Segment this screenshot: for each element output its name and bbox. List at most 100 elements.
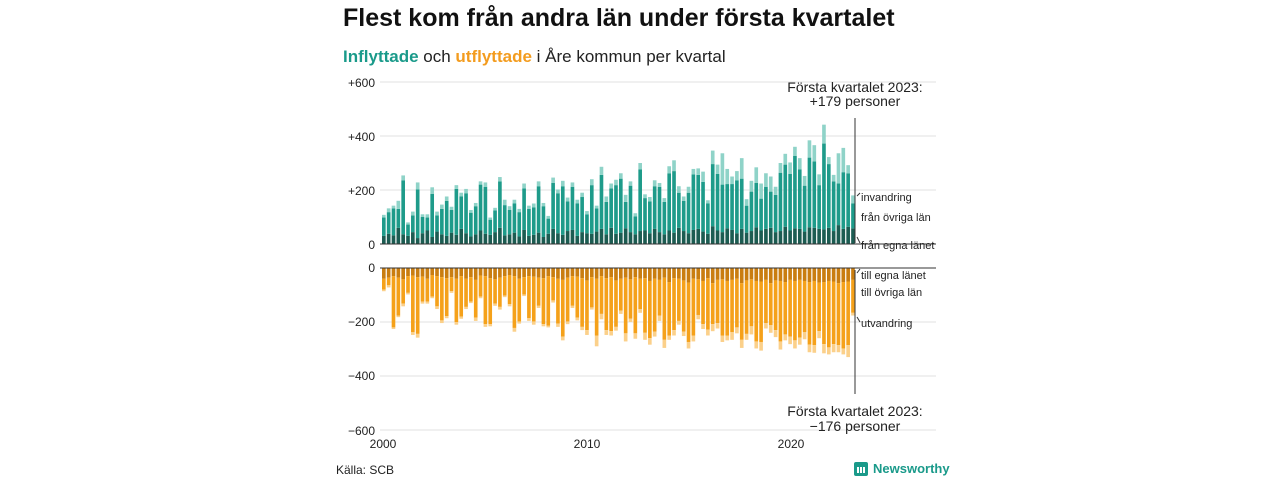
outflow-bar-2-34 bbox=[546, 325, 551, 328]
outflow-bar-2-50 bbox=[623, 333, 628, 342]
inflow-bar-0-93 bbox=[831, 231, 836, 244]
inflow-bar-0-85 bbox=[793, 228, 797, 244]
inflow-bar-1-49 bbox=[619, 178, 623, 233]
outflow-bar-0-21 bbox=[483, 268, 488, 277]
outflow-bar-0-52 bbox=[633, 268, 638, 278]
outflow-bar-1-10 bbox=[430, 275, 435, 297]
outflow-bar-0-76 bbox=[749, 268, 754, 280]
inflow-bar-1-29 bbox=[522, 188, 526, 230]
outflow-bar-0-18 bbox=[469, 268, 473, 278]
outflow-bar-0-83 bbox=[783, 268, 788, 283]
inflow-bar-2-37 bbox=[560, 180, 565, 187]
outflow-bar-1-64 bbox=[691, 278, 696, 336]
outflow-bar-1-65 bbox=[696, 279, 701, 315]
inflow-bar-1-69 bbox=[715, 173, 720, 231]
inflow-bar-1-33 bbox=[541, 206, 546, 237]
outflow-bar-0-70 bbox=[720, 268, 725, 280]
outflow-bar-2-18 bbox=[469, 301, 473, 304]
outflow-bar-1-55 bbox=[648, 280, 652, 339]
inflow-bar-1-44 bbox=[594, 208, 599, 232]
inflow-bar-1-19 bbox=[473, 206, 478, 235]
inflow-bar-0-56 bbox=[652, 228, 657, 244]
inflow-bar-1-54 bbox=[643, 198, 647, 231]
inflow-bar-0-32 bbox=[536, 232, 541, 244]
outflow-bar-2-92 bbox=[826, 347, 831, 355]
outflow-bar-0-22 bbox=[488, 268, 493, 279]
inflow-bar-2-80 bbox=[768, 176, 773, 192]
outflow-bar-2-78 bbox=[759, 341, 763, 351]
outflow-bar-1-97 bbox=[851, 279, 855, 313]
inflow-bar-0-62 bbox=[681, 231, 686, 244]
outflow-bar-0-63 bbox=[686, 268, 691, 283]
outflow-bar-0-32 bbox=[536, 268, 541, 278]
inflow-bar-1-56 bbox=[652, 186, 657, 229]
outflow-bar-1-86 bbox=[797, 279, 802, 338]
outflow-bar-0-81 bbox=[773, 268, 778, 281]
inflow-bar-0-7 bbox=[415, 238, 420, 244]
outflow-bar-1-3 bbox=[396, 277, 401, 316]
inflow-bar-0-64 bbox=[691, 229, 696, 244]
inflow-bar-0-90 bbox=[817, 228, 821, 244]
outflow-bar-2-13 bbox=[444, 316, 449, 319]
inflow-bar-0-16 bbox=[459, 228, 464, 244]
outflow-bar-2-53 bbox=[638, 309, 642, 313]
inflow-bar-2-14 bbox=[449, 206, 454, 210]
inflow-bar-1-18 bbox=[469, 212, 473, 237]
outflow-bar-0-90 bbox=[817, 268, 821, 283]
inflow-bar-2-11 bbox=[435, 211, 439, 216]
inflow-bar-1-70 bbox=[720, 184, 725, 233]
inflow-bar-1-7 bbox=[415, 189, 420, 239]
inflow-bar-1-38 bbox=[565, 201, 570, 232]
inflow-bar-1-87 bbox=[802, 185, 807, 232]
outflow-bar-0-20 bbox=[478, 268, 483, 276]
inflow-bar-2-21 bbox=[483, 182, 488, 187]
inflow-bar-0-17 bbox=[464, 233, 468, 244]
outflow-bar-0-65 bbox=[696, 268, 701, 280]
outflow-bar-2-91 bbox=[822, 344, 826, 354]
outflow-bar-2-26 bbox=[507, 304, 512, 307]
outflow-bar-1-71 bbox=[725, 280, 730, 336]
inflow-bar-0-23 bbox=[493, 232, 497, 244]
outflow-bar-1-4 bbox=[401, 279, 405, 304]
outflow-bar-2-2 bbox=[391, 327, 396, 330]
inflow-bar-1-41 bbox=[580, 197, 584, 233]
inflow-bar-0-12 bbox=[440, 234, 444, 244]
inflow-bar-0-9 bbox=[425, 230, 430, 244]
inflow-bar-1-80 bbox=[768, 191, 773, 228]
inflow-bar-1-91 bbox=[822, 143, 826, 230]
outflow-bar-1-59 bbox=[667, 282, 672, 336]
outflow-bar-2-85 bbox=[793, 340, 797, 349]
outflow-bar-1-31 bbox=[531, 276, 536, 322]
inflow-bar-2-6 bbox=[411, 211, 415, 216]
outflow-bar-0-97 bbox=[851, 268, 855, 280]
outflow-bar-1-29 bbox=[522, 277, 526, 295]
outflow-bar-1-34 bbox=[546, 276, 551, 326]
inflow-bar-0-47 bbox=[609, 227, 613, 244]
inflow-bar-2-83 bbox=[783, 153, 788, 165]
inflow-bar-1-12 bbox=[440, 208, 444, 235]
inflow-bar-0-94 bbox=[836, 225, 841, 244]
outflow-bar-0-62 bbox=[681, 268, 686, 281]
inflow-bar-0-26 bbox=[507, 234, 512, 244]
outflow-bar-0-16 bbox=[459, 268, 464, 277]
inflow-bar-1-77 bbox=[754, 182, 759, 228]
label-fran-egna-lanet: från egna länet bbox=[861, 240, 934, 252]
brand[interactable]: Newsworthy bbox=[854, 461, 950, 476]
outflow-bar-2-97 bbox=[851, 312, 855, 316]
outflow-bar-0-82 bbox=[778, 268, 783, 281]
outflow-bar-1-49 bbox=[619, 278, 623, 311]
inflow-bar-2-66 bbox=[701, 171, 705, 182]
outflow-bar-2-82 bbox=[778, 341, 783, 350]
inflow-bar-0-33 bbox=[541, 236, 546, 244]
outflow-bar-0-61 bbox=[677, 268, 681, 279]
inflow-bar-0-96 bbox=[846, 226, 850, 244]
inflow-bar-0-76 bbox=[749, 231, 754, 244]
outflow-bar-0-24 bbox=[498, 268, 502, 278]
inflow-bar-2-55 bbox=[648, 197, 652, 202]
outflow-bar-2-25 bbox=[502, 295, 507, 298]
annotation-bottom-line1: Första kvartalet 2023: bbox=[787, 403, 922, 419]
inflow-bar-1-17 bbox=[464, 193, 468, 234]
inflow-bar-2-33 bbox=[541, 202, 546, 207]
outflow-bar-0-41 bbox=[580, 268, 584, 279]
outflow-bar-2-52 bbox=[633, 333, 638, 339]
